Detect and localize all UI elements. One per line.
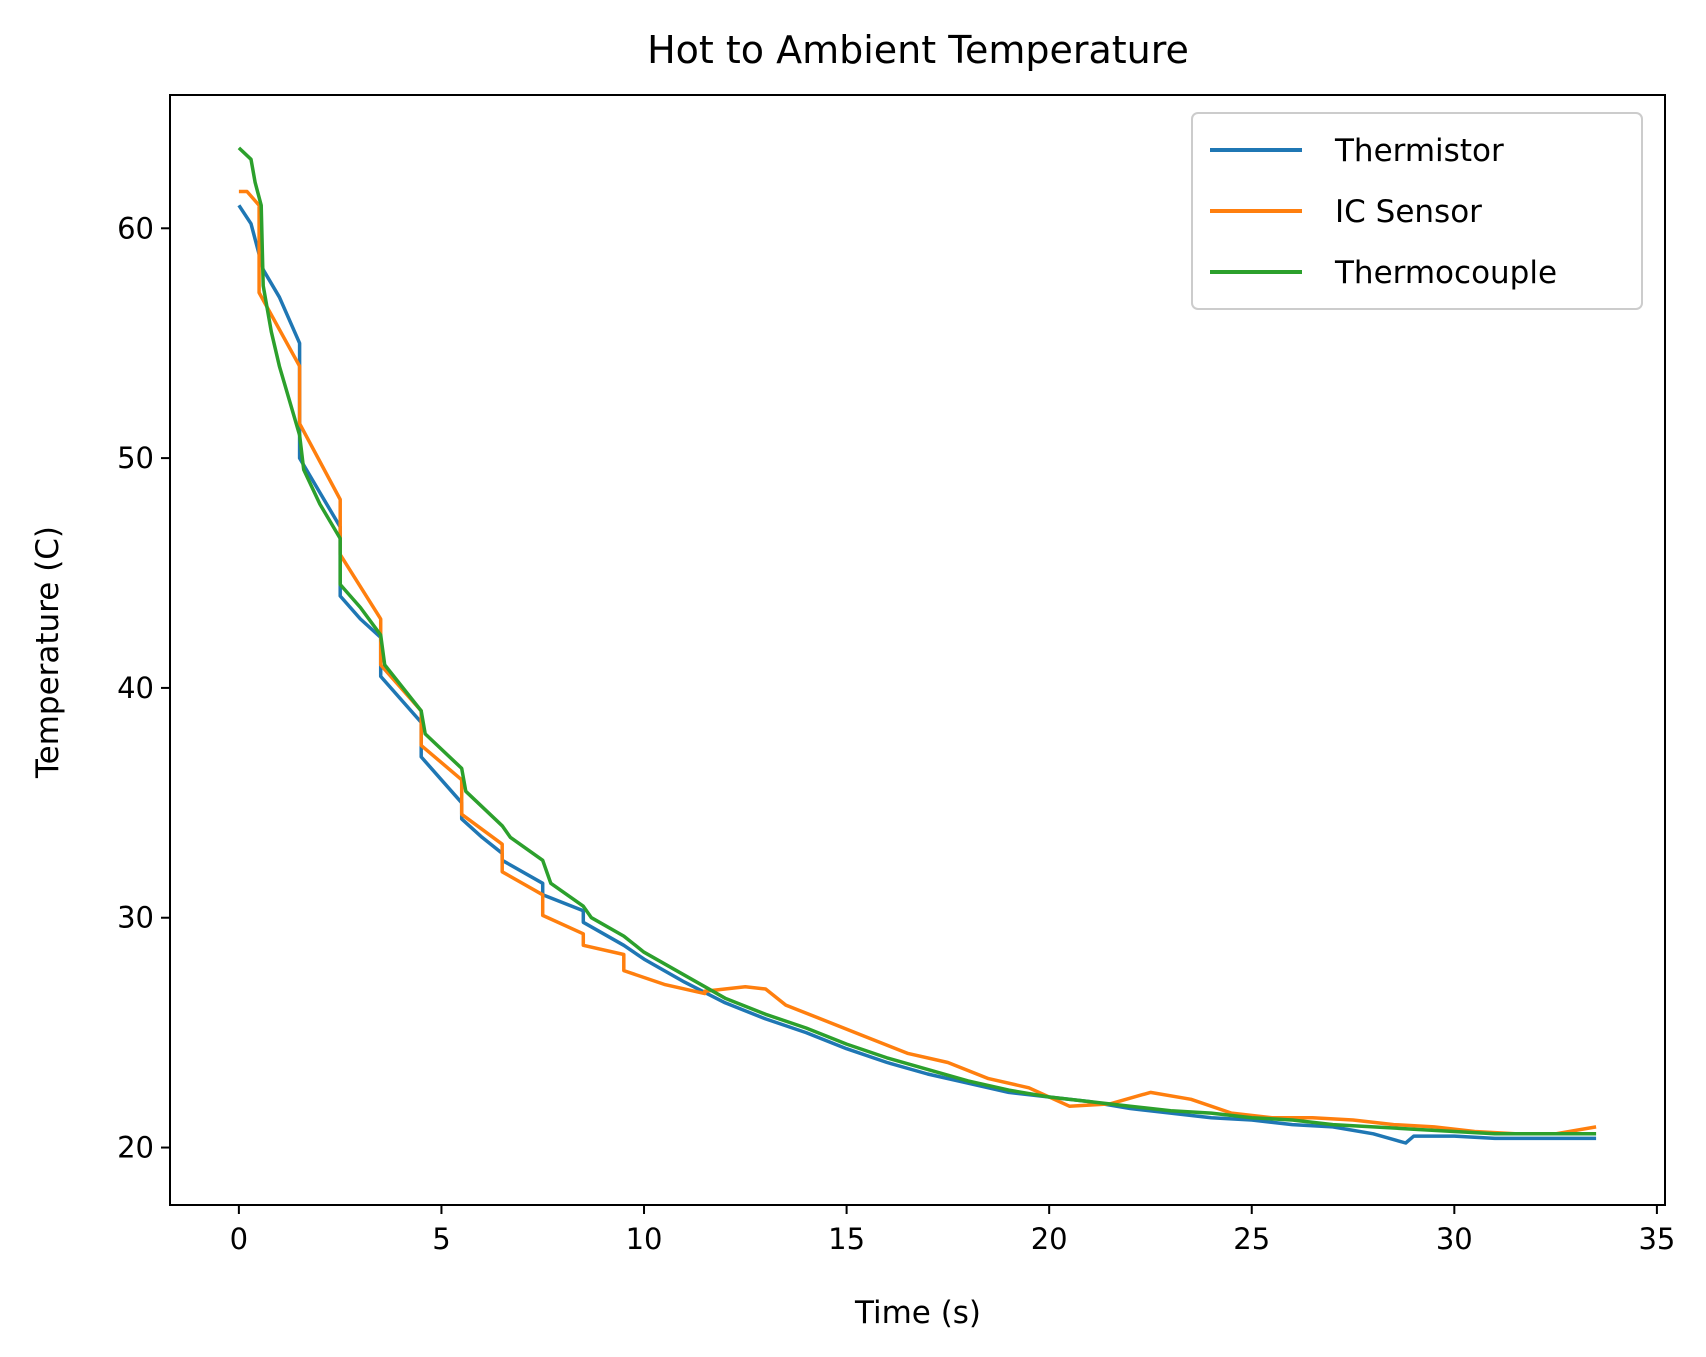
chart-title: Hot to Ambient Temperature <box>647 28 1189 72</box>
x-tick-label: 10 <box>626 1222 663 1256</box>
x-tick-label: 0 <box>230 1222 248 1256</box>
x-tick-label: 25 <box>1233 1222 1270 1256</box>
legend-label-2: Thermocouple <box>1334 255 1557 291</box>
x-tick-label: 20 <box>1031 1222 1068 1256</box>
y-tick-label: 50 <box>117 441 154 475</box>
series-line-2 <box>237 146 1597 1136</box>
x-tick-label: 35 <box>1638 1222 1675 1256</box>
y-axis-label: Temperature (C) <box>30 526 66 779</box>
x-axis-ticks: 0 5 10 15 20 25 30 35 <box>230 1205 1675 1256</box>
legend-box <box>1191 112 1643 310</box>
y-tick-label: 20 <box>117 1131 154 1165</box>
y-tick-label: 40 <box>117 671 154 705</box>
legend-items: Thermistor IC Sensor Thermocouple <box>1210 133 1557 291</box>
x-tick-label: 30 <box>1436 1222 1473 1256</box>
legend-label-0: Thermistor <box>1334 133 1504 169</box>
x-tick-label: 5 <box>432 1222 450 1256</box>
series-line-0 <box>237 204 1597 1145</box>
plot-area: 0 5 10 15 20 25 30 35 20 30 40 50 60 <box>117 94 1675 1256</box>
legend-label-1: IC Sensor <box>1335 194 1482 230</box>
y-tick-label: 30 <box>117 901 154 935</box>
y-axis-ticks: 20 30 40 50 60 <box>117 211 170 1165</box>
x-tick-label: 15 <box>828 1222 865 1256</box>
x-axis-label: Time (s) <box>854 1295 981 1331</box>
legend: Thermistor IC Sensor Thermocouple <box>1191 112 1643 310</box>
series-layer <box>237 146 1597 1145</box>
axes-frame <box>169 94 1666 1206</box>
y-tick-label: 60 <box>117 211 154 245</box>
